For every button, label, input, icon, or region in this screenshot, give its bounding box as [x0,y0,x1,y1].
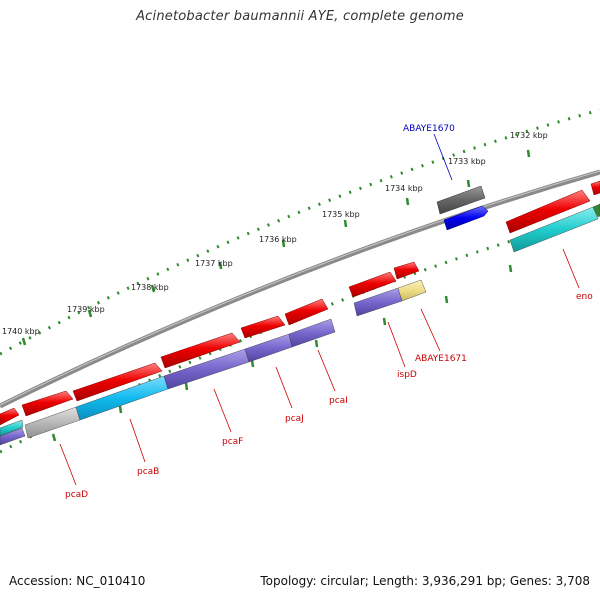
scale-label: 1737 kbp [195,259,233,268]
cds-purple[interactable] [288,318,336,348]
cds-features [0,203,600,446]
cds-purple[interactable] [0,427,26,446]
gene-label-ispd[interactable]: ispD [397,370,417,380]
scale-label: 1740 kbp [2,327,40,336]
gene-arrow-dark[interactable] [436,185,486,215]
cds-purple[interactable] [244,333,293,363]
gene-label-pcai[interactable]: pcaI [329,396,348,406]
leader-ispd [387,321,406,368]
gene-labels: ABAYE1670 ABAYE1671 ispD eno pcaI pcaJ p… [65,124,593,500]
gene-arrow[interactable] [0,407,20,426]
gene-label-pcad[interactable]: pcaD [65,490,88,500]
gene-arrow[interactable] [284,298,329,326]
leader-pcaf [213,388,232,433]
leader-eno [562,248,580,289]
leader-pcab [129,418,146,463]
gene-label-eno[interactable]: eno [576,292,593,302]
abaye1670-genes [436,185,489,231]
gene-arrow[interactable] [160,332,241,369]
leader-pcaj [275,366,293,409]
scale-label: 1732 kbp [510,131,548,140]
gene-arrow[interactable] [505,189,591,234]
genome-backbone [0,169,600,409]
leader-pcai [317,349,336,392]
leader-pcad [59,443,77,486]
inner-major-ticks [51,264,513,442]
scale-label: 1733 kbp [448,157,486,166]
leader-abaye1671 [420,308,441,352]
cds-cyan[interactable] [0,419,24,437]
cds-dark-green[interactable] [592,203,600,218]
gene-arrow[interactable] [590,180,600,196]
gene-arrow[interactable] [393,261,420,280]
genome-backbone-highlight [0,170,600,406]
gene-arrow[interactable] [21,390,74,417]
forward-genes [0,180,600,426]
gene-arrow[interactable] [240,315,286,339]
gene-label-pcaf[interactable]: pcaF [222,437,243,447]
cds-cyan[interactable] [509,206,599,253]
label-leaders [59,133,580,486]
scale-labels: 1740 kbp 1739 kbp 1738 kbp 1737 kbp 1736… [2,131,548,336]
gene-label-abaye1671[interactable]: ABAYE1671 [415,354,467,364]
gene-label-pcaj[interactable]: pcaJ [285,414,304,424]
gene-arrow[interactable] [72,362,163,402]
leader-abaye1670 [433,133,453,181]
genome-summary-text: Topology: circular; Length: 3,936,291 bp… [260,574,590,588]
scale-label: 1736 kbp [259,235,297,244]
gene-arrow-blue[interactable] [443,205,489,231]
map-title: Acinetobacter baumannii AYE, complete ge… [136,9,464,24]
gene-arrow[interactable] [348,271,397,298]
scale-label: 1738 kbp [131,283,169,292]
scale-label: 1739 kbp [67,305,105,314]
gene-label-abaye1670[interactable]: ABAYE1670 [403,124,455,134]
accession-text: Accession: NC_010410 [9,574,146,588]
gene-label-pcab[interactable]: pcaB [137,467,159,477]
cds-yellow[interactable] [397,279,427,302]
outer-major-ticks [21,149,531,346]
scale-label: 1734 kbp [385,184,423,193]
scale-label: 1735 kbp [322,210,360,219]
